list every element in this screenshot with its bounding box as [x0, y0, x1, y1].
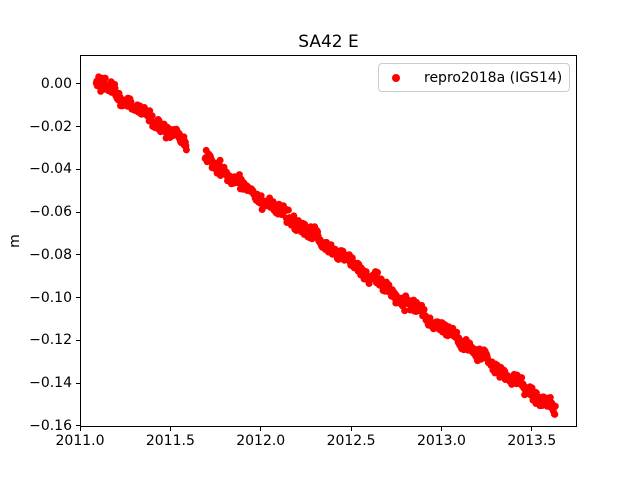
x-tick-label: 2011.5 [145, 433, 195, 449]
legend: repro2018a (IGS14) [378, 63, 570, 92]
x-tick-label: 2011.0 [55, 433, 105, 449]
y-tick-mark [76, 339, 80, 341]
y-tick-label: −0.02 [29, 118, 72, 135]
y-tick-label: −0.06 [29, 204, 72, 221]
x-tick-mark [350, 427, 352, 431]
y-tick-mark [76, 83, 80, 85]
x-tick-label: 2012.5 [326, 433, 376, 449]
x-tick-mark [531, 427, 533, 431]
y-axis-label: m [7, 234, 23, 248]
x-tick-label: 2013.5 [507, 433, 557, 449]
y-tick-label: −0.08 [29, 246, 72, 263]
y-tick-mark [76, 254, 80, 256]
y-tick-mark [76, 211, 80, 213]
x-tick-mark [440, 427, 442, 431]
chart-title: SA42 E [298, 32, 359, 52]
x-tick-mark [169, 427, 171, 431]
y-tick-mark [76, 168, 80, 170]
y-tick-label: −0.12 [29, 332, 72, 349]
y-tick-label: 0.00 [40, 75, 72, 92]
x-tick-mark [260, 427, 262, 431]
x-tick-label: 2012.0 [236, 433, 286, 449]
x-tick-mark [79, 427, 81, 431]
x-tick-label: 2013.0 [416, 433, 466, 449]
y-tick-mark [76, 382, 80, 384]
y-tick-label: −0.14 [29, 375, 72, 392]
plot-area [80, 55, 577, 427]
legend-label: repro2018a (IGS14) [424, 69, 563, 86]
y-tick-label: −0.04 [29, 161, 72, 178]
y-tick-label: −0.16 [29, 417, 72, 434]
y-tick-mark [76, 425, 80, 427]
y-tick-mark [76, 297, 80, 299]
y-tick-label: −0.10 [29, 289, 72, 306]
y-tick-mark [76, 126, 80, 128]
legend-marker-icon [392, 73, 400, 82]
